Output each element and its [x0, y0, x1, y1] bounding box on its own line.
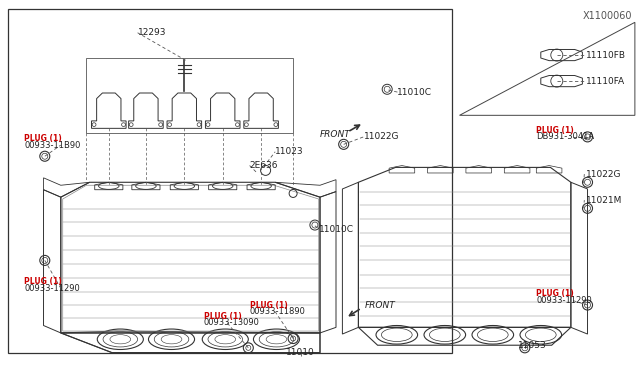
- Text: FRONT: FRONT: [365, 301, 396, 310]
- Text: 00933-13090: 00933-13090: [204, 318, 259, 327]
- Text: 00933-11890: 00933-11890: [250, 307, 305, 316]
- Text: PLUG (1): PLUG (1): [536, 126, 574, 135]
- Text: 11110FB: 11110FB: [586, 51, 626, 60]
- Text: DB931-3041A: DB931-3041A: [536, 132, 595, 141]
- Text: 00933-11290: 00933-11290: [24, 284, 80, 293]
- Text: 11021M: 11021M: [586, 196, 622, 205]
- Text: FRONT: FRONT: [320, 130, 351, 139]
- Text: 11022G: 11022G: [586, 170, 621, 179]
- Text: 11010: 11010: [287, 348, 315, 357]
- Text: PLUG (1): PLUG (1): [536, 289, 574, 298]
- Text: 11022G: 11022G: [364, 132, 399, 141]
- Text: 2E636: 2E636: [250, 161, 278, 170]
- Text: PLUG (1): PLUG (1): [204, 312, 241, 321]
- Text: 11053: 11053: [518, 341, 547, 350]
- Text: 11023: 11023: [275, 147, 304, 156]
- Text: 12293: 12293: [138, 28, 166, 37]
- Text: X1100060: X1100060: [583, 11, 632, 20]
- Text: 11010C: 11010C: [397, 88, 432, 97]
- Text: 11010C: 11010C: [319, 225, 354, 234]
- Text: 11110FA: 11110FA: [586, 77, 625, 86]
- Text: PLUG (1): PLUG (1): [24, 278, 62, 286]
- Text: PLUG (1): PLUG (1): [250, 301, 287, 310]
- Text: 00933-11290: 00933-11290: [536, 296, 592, 305]
- Text: 00933-11B90: 00933-11B90: [24, 141, 81, 150]
- Text: PLUG (1): PLUG (1): [24, 134, 62, 143]
